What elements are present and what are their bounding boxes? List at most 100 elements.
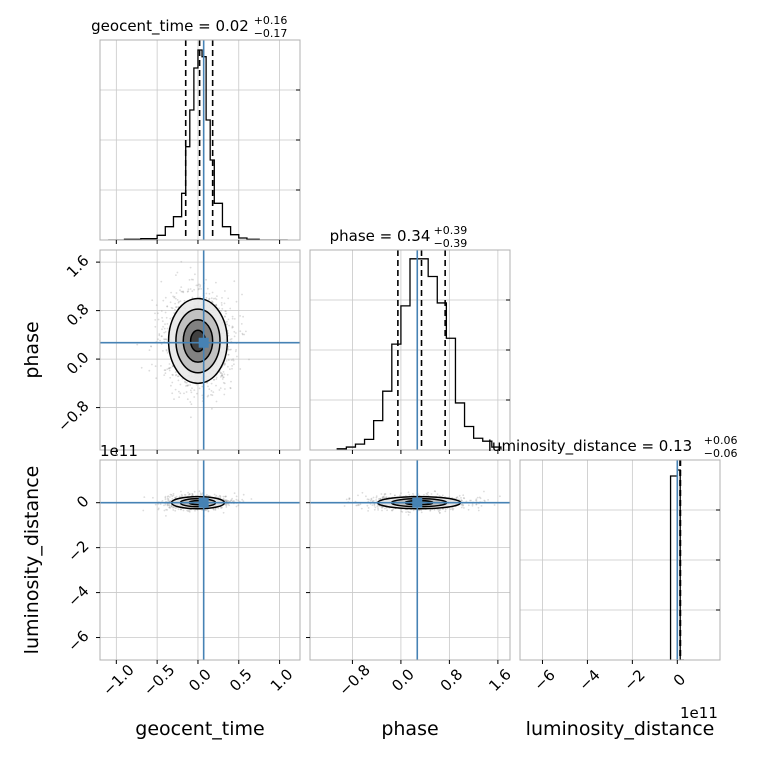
sample-point	[232, 500, 235, 502]
sample-point	[173, 296, 176, 299]
sample-point	[378, 505, 380, 507]
sample-point	[178, 300, 180, 303]
sample-point	[186, 509, 189, 512]
sample-point	[207, 510, 210, 513]
x-tick-label: −6	[530, 666, 558, 694]
sample-point	[169, 500, 172, 502]
sample-point	[487, 499, 489, 501]
sample-point	[235, 498, 238, 501]
sample-point	[175, 306, 178, 308]
sample-point	[191, 494, 194, 496]
sample-point	[182, 291, 185, 294]
sample-point	[427, 491, 429, 494]
sample-point	[242, 315, 245, 318]
sample-point	[199, 493, 202, 496]
sample-point	[200, 288, 203, 290]
sample-point	[463, 507, 465, 509]
sample-point	[425, 492, 428, 495]
x-tick-label: −0.5	[140, 661, 178, 699]
sample-point	[439, 512, 441, 514]
sample-point	[168, 363, 171, 365]
y-axis-label-phase: phase	[21, 321, 43, 378]
sample-point	[475, 498, 478, 500]
sample-point	[235, 332, 237, 334]
sample-point	[169, 317, 172, 320]
sample-point	[187, 493, 190, 496]
sample-point	[168, 369, 171, 372]
sample-point	[163, 504, 165, 507]
sample-point	[224, 315, 226, 318]
sample-point	[373, 503, 376, 505]
sample-point	[180, 495, 183, 498]
sample-point	[499, 495, 501, 498]
sample-point	[173, 398, 175, 400]
sample-point	[229, 387, 232, 390]
sample-point	[222, 511, 225, 514]
sample-point	[169, 496, 171, 498]
sample-point	[235, 300, 238, 303]
x-tick-label: 1.0	[267, 665, 297, 695]
sample-point	[438, 495, 441, 497]
sample-point	[166, 496, 169, 498]
sample-point	[211, 394, 214, 397]
sample-point	[222, 371, 225, 373]
sample-point	[173, 312, 176, 314]
sample-point	[168, 506, 171, 509]
truth-marker	[198, 497, 209, 508]
sample-point	[358, 504, 360, 507]
sample-point	[182, 290, 185, 293]
sample-point	[216, 295, 218, 297]
sample-point	[163, 509, 166, 512]
sample-point	[174, 509, 177, 512]
sample-point	[233, 500, 236, 502]
sample-point	[191, 387, 193, 390]
sample-point	[449, 508, 452, 511]
sample-point	[371, 504, 374, 506]
density-panel-geocent_time-vs-luminosity_distance-frame	[99, 459, 301, 661]
sample-point	[171, 307, 174, 310]
sample-point	[155, 304, 158, 307]
sample-point	[177, 306, 180, 308]
sample-point	[383, 497, 385, 499]
sample-point	[356, 504, 359, 507]
histogram-geocent_time	[108, 49, 288, 240]
sample-point	[433, 490, 436, 492]
sample-point	[154, 365, 157, 368]
sample-point	[409, 511, 412, 514]
sample-point	[208, 298, 210, 301]
sample-point	[157, 312, 159, 315]
sample-point	[381, 506, 383, 509]
sample-point	[212, 378, 215, 381]
sample-point	[170, 505, 173, 508]
sample-point	[224, 388, 226, 390]
sample-point	[227, 500, 229, 502]
x-tick-label: 0.0	[185, 665, 215, 695]
sample-point	[220, 507, 223, 509]
sample-point	[197, 288, 200, 291]
y-tick-label: 0	[73, 492, 92, 511]
sample-point	[231, 315, 234, 318]
sample-point	[188, 493, 191, 495]
sample-point	[462, 504, 465, 506]
sample-point	[169, 493, 172, 496]
sample-point	[224, 315, 226, 318]
sample-point	[370, 498, 373, 501]
sample-point	[174, 374, 177, 377]
sample-point	[189, 384, 192, 386]
sample-point	[215, 376, 218, 379]
sample-point	[177, 379, 180, 382]
sample-point	[242, 493, 245, 496]
sample-point	[184, 380, 186, 383]
sample-point	[420, 511, 423, 514]
sample-point	[166, 327, 169, 330]
sample-point	[227, 353, 230, 356]
panel-title-geocent_time: geocent_time = 0.02	[91, 17, 249, 36]
title-lower-error: −0.39	[434, 237, 468, 250]
sample-point	[207, 394, 210, 397]
sample-point	[166, 509, 169, 511]
sample-point	[172, 374, 174, 376]
density-panel-phase-vs-luminosity_distance-frame	[309, 459, 511, 661]
sample-point	[168, 505, 171, 507]
sample-point	[215, 281, 217, 284]
sample-point	[180, 493, 183, 496]
